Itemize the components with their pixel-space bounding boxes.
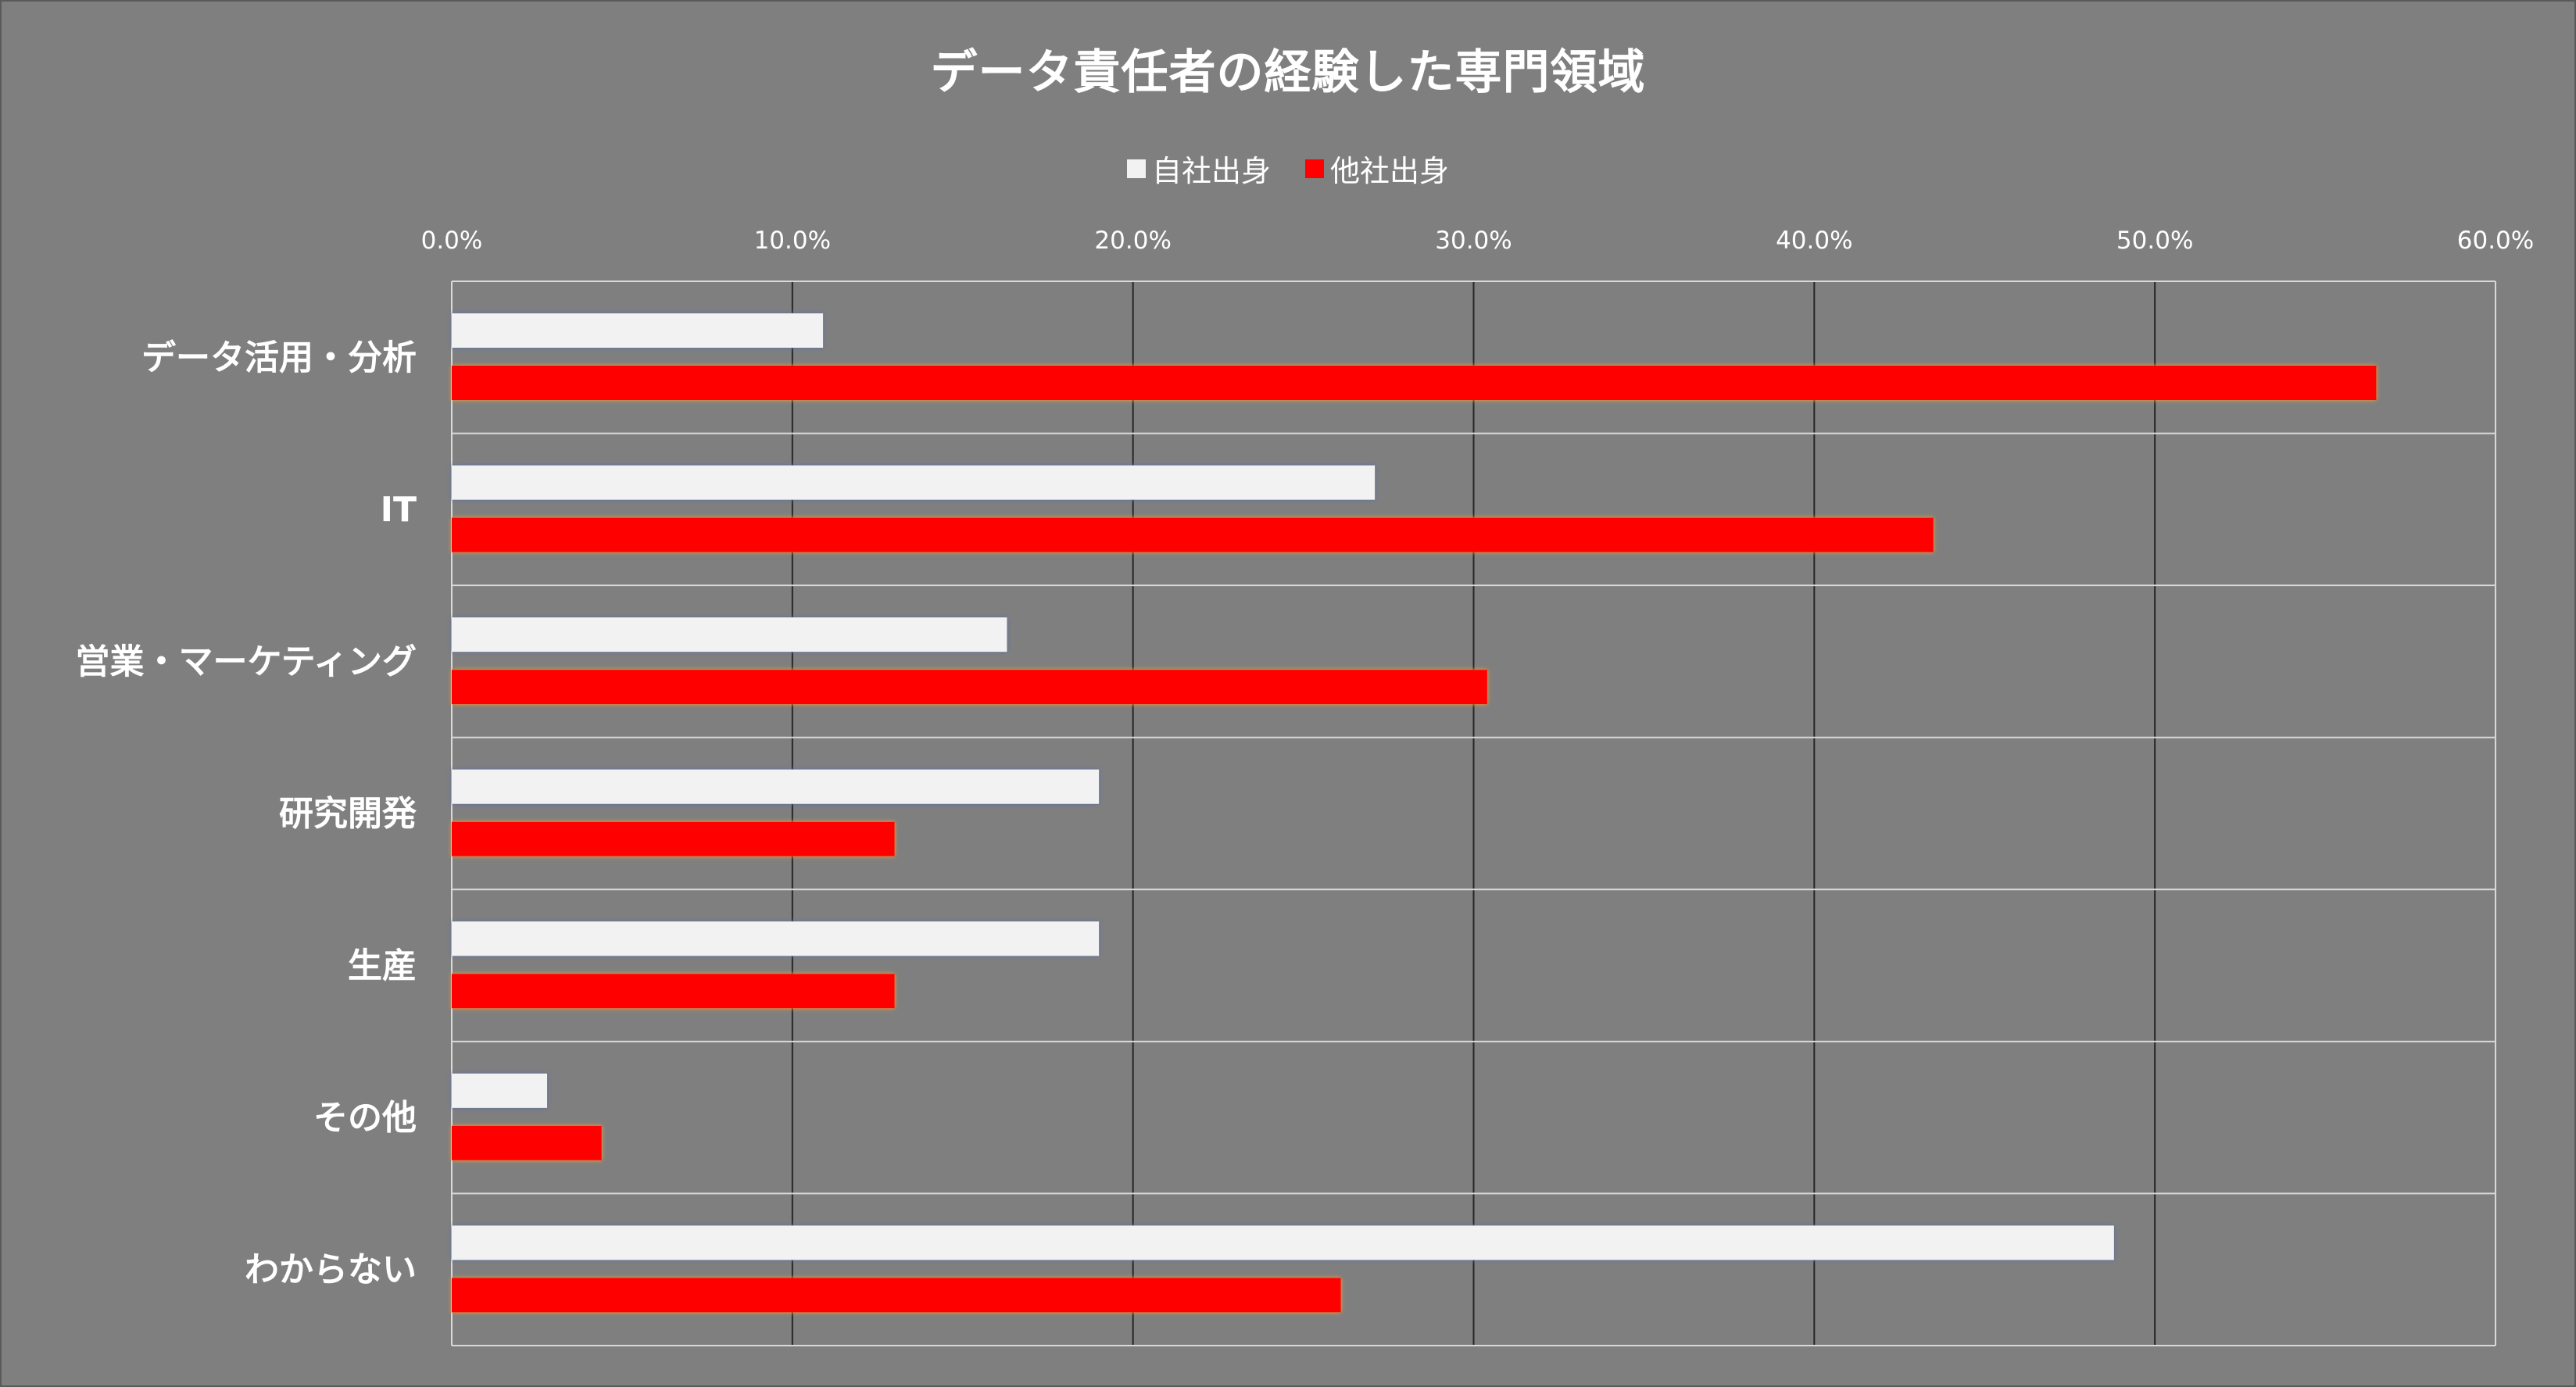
bar-series-1[interactable] [452, 921, 1100, 956]
bar-series-2[interactable] [452, 974, 895, 1009]
category-label: その他 [313, 1098, 417, 1138]
bar-series-2[interactable] [452, 1125, 602, 1160]
legend-label-series-2: 他社出身 [1330, 154, 1450, 188]
legend-swatch-series-2 [1305, 159, 1324, 178]
x-tick-label: 20.0% [1094, 227, 1171, 255]
legend-item-series-1[interactable]: 自社出身 [1126, 147, 1271, 190]
category-label: 生産 [348, 946, 417, 986]
bar-series-2[interactable] [452, 1278, 1341, 1313]
category-label: 営業・マーケティング [76, 642, 417, 681]
x-tick-label: 0.0% [421, 227, 483, 255]
category-label: 研究開発 [279, 794, 417, 834]
x-tick-label: 40.0% [1776, 227, 1852, 255]
chart-title: データ責任者の経験した専門領域 [930, 45, 1646, 100]
category-label: IT [381, 490, 417, 530]
legend-swatch-series-1 [1126, 159, 1146, 178]
bar-series-1[interactable] [452, 313, 824, 348]
legend-label-series-1: 自社出身 [1151, 154, 1271, 188]
x-tick-label: 30.0% [1435, 227, 1512, 255]
x-tick-label: 50.0% [2116, 227, 2193, 255]
chart-legend: 自社出身 他社出身 [0, 147, 2576, 190]
bar-series-2[interactable] [452, 517, 1934, 552]
bar-series-1[interactable] [452, 465, 1376, 500]
bar-series-1[interactable] [452, 769, 1100, 804]
bar-series-2[interactable] [452, 366, 2377, 400]
bar-series-1[interactable] [452, 1073, 548, 1108]
bar-series-2[interactable] [452, 821, 895, 856]
bar-series-1[interactable] [452, 1225, 2114, 1260]
category-label: データ活用・分析 [141, 338, 417, 377]
bar-series-2[interactable] [452, 670, 1487, 705]
category-label: わからない [245, 1250, 417, 1290]
legend-item-series-2[interactable]: 他社出身 [1305, 147, 1449, 190]
x-tick-label: 10.0% [754, 227, 831, 255]
x-tick-label: 60.0% [2457, 227, 2534, 255]
bar-series-1[interactable] [452, 617, 1007, 652]
